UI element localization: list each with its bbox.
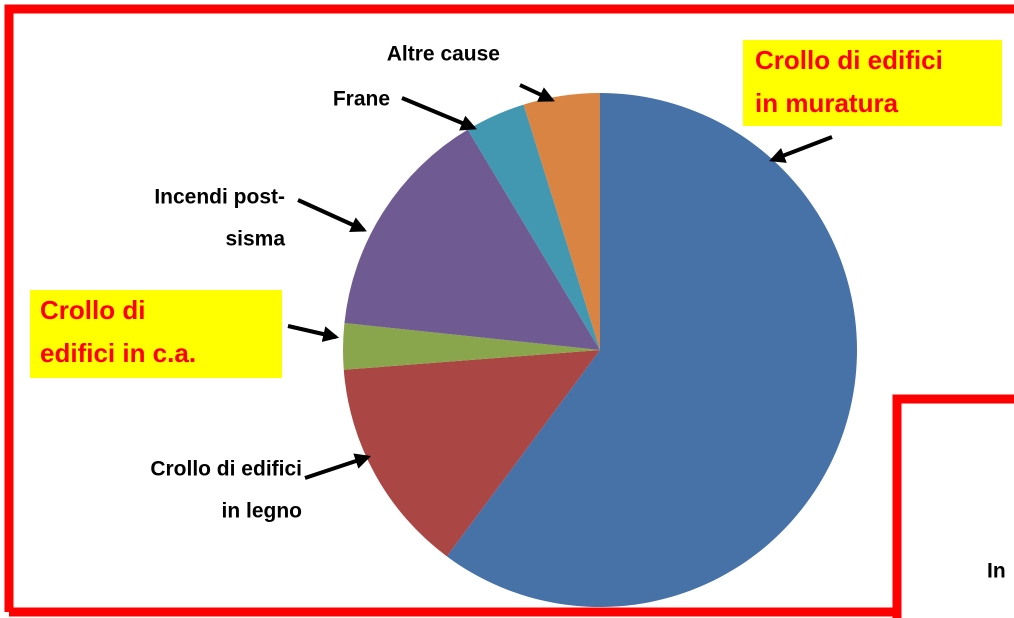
slice-label: sisma <box>225 228 285 251</box>
pie-slice <box>343 322 600 370</box>
arrow <box>297 198 367 232</box>
slice-label: Incendi post- <box>154 186 285 209</box>
slice-label: Frane <box>333 88 390 111</box>
arrow <box>287 324 340 342</box>
pie-slice <box>446 93 858 607</box>
slice-label: in muratura <box>755 88 899 118</box>
arrow <box>519 83 555 102</box>
slice-label: Crollo di <box>40 295 145 325</box>
fragment-text: In <box>987 560 1006 583</box>
slice-label: in legno <box>222 500 303 523</box>
slice-label: Crollo di edifici <box>755 45 943 75</box>
pie-slice <box>467 104 600 351</box>
pie <box>343 93 858 607</box>
labels: Crollo di edifici in muratura Crollo di ed… <box>40 43 943 523</box>
arrow <box>304 453 372 480</box>
slice-label: edifici in c.a. <box>40 338 196 368</box>
slice-label: Crollo di edifici <box>150 458 302 481</box>
frame <box>892 394 1014 618</box>
pie-slice <box>343 350 600 557</box>
arrow <box>769 135 833 163</box>
frame <box>4 4 1014 612</box>
slice-label: Altre cause <box>387 43 500 66</box>
pie-slice <box>523 93 600 350</box>
highlight-box <box>30 290 282 378</box>
arrows <box>287 83 833 480</box>
arrow <box>401 96 477 131</box>
highlight-box <box>743 40 1002 126</box>
pie-slice <box>344 129 600 350</box>
